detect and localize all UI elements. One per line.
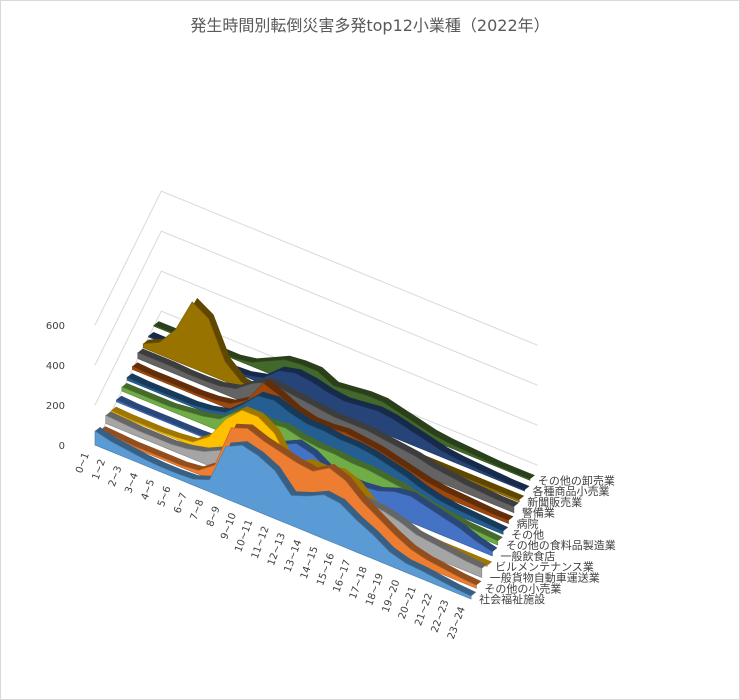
series-label: ビルメンテナンス業 [495, 561, 594, 574]
y-axis-ticks: 0 200 400 600 [46, 321, 65, 452]
series-ridge [100, 423, 482, 586]
y-tick-label: 0 [59, 441, 65, 452]
series-label: その他の小売業 [484, 582, 561, 595]
x-tick-label: 2~3 [107, 465, 125, 489]
series-label: その他 [511, 528, 544, 541]
series-layer [94, 297, 535, 600]
x-tick-label: 0~1 [74, 451, 92, 475]
series-label: その他の卸売業 [538, 473, 615, 487]
x-tick-label: 3~4 [123, 471, 141, 495]
series-area [94, 430, 472, 600]
x-tick-label: 7~8 [189, 498, 207, 522]
series-label: 病院 [517, 517, 539, 531]
series-label: 一般飲食店 [500, 549, 555, 563]
gridline [94, 270, 538, 426]
y-tick-label: 400 [46, 361, 65, 372]
chart-title: 発生時間別転倒災害多発top12小業種（2022年） [190, 16, 550, 35]
series-label: 社会福祉施設 [479, 592, 545, 606]
series-label: 警備業 [522, 506, 555, 520]
series-label: 新聞販売業 [527, 495, 582, 509]
gridline [94, 190, 538, 346]
x-tick-label: 4~5 [140, 478, 158, 502]
x-tick-label: 6~7 [172, 491, 190, 515]
series-axis-labels: その他の卸売業各種商品小売業新聞販売業警備業病院その他その他の食料品製造業一般飲… [479, 473, 616, 606]
series-ridge [105, 411, 487, 569]
x-tick-label: 23~24 [446, 605, 468, 641]
series-ridge [148, 332, 530, 491]
x-tick-label: 1~2 [91, 458, 109, 482]
series-ridge [132, 362, 514, 521]
series-label: その他の食料品製造業 [506, 538, 616, 552]
y-tick-label: 600 [46, 321, 65, 332]
y-tick-label: 200 [46, 401, 65, 412]
x-tick-label: 9~10 [219, 512, 239, 542]
series-ridge [153, 321, 535, 480]
series-label: 一般貨物自動車運送業 [490, 571, 600, 585]
x-tick-label: 5~6 [156, 485, 174, 509]
gridline [94, 230, 538, 386]
x-tick-label: 8~9 [205, 505, 223, 529]
series-label: 各種商品小売業 [533, 484, 610, 498]
